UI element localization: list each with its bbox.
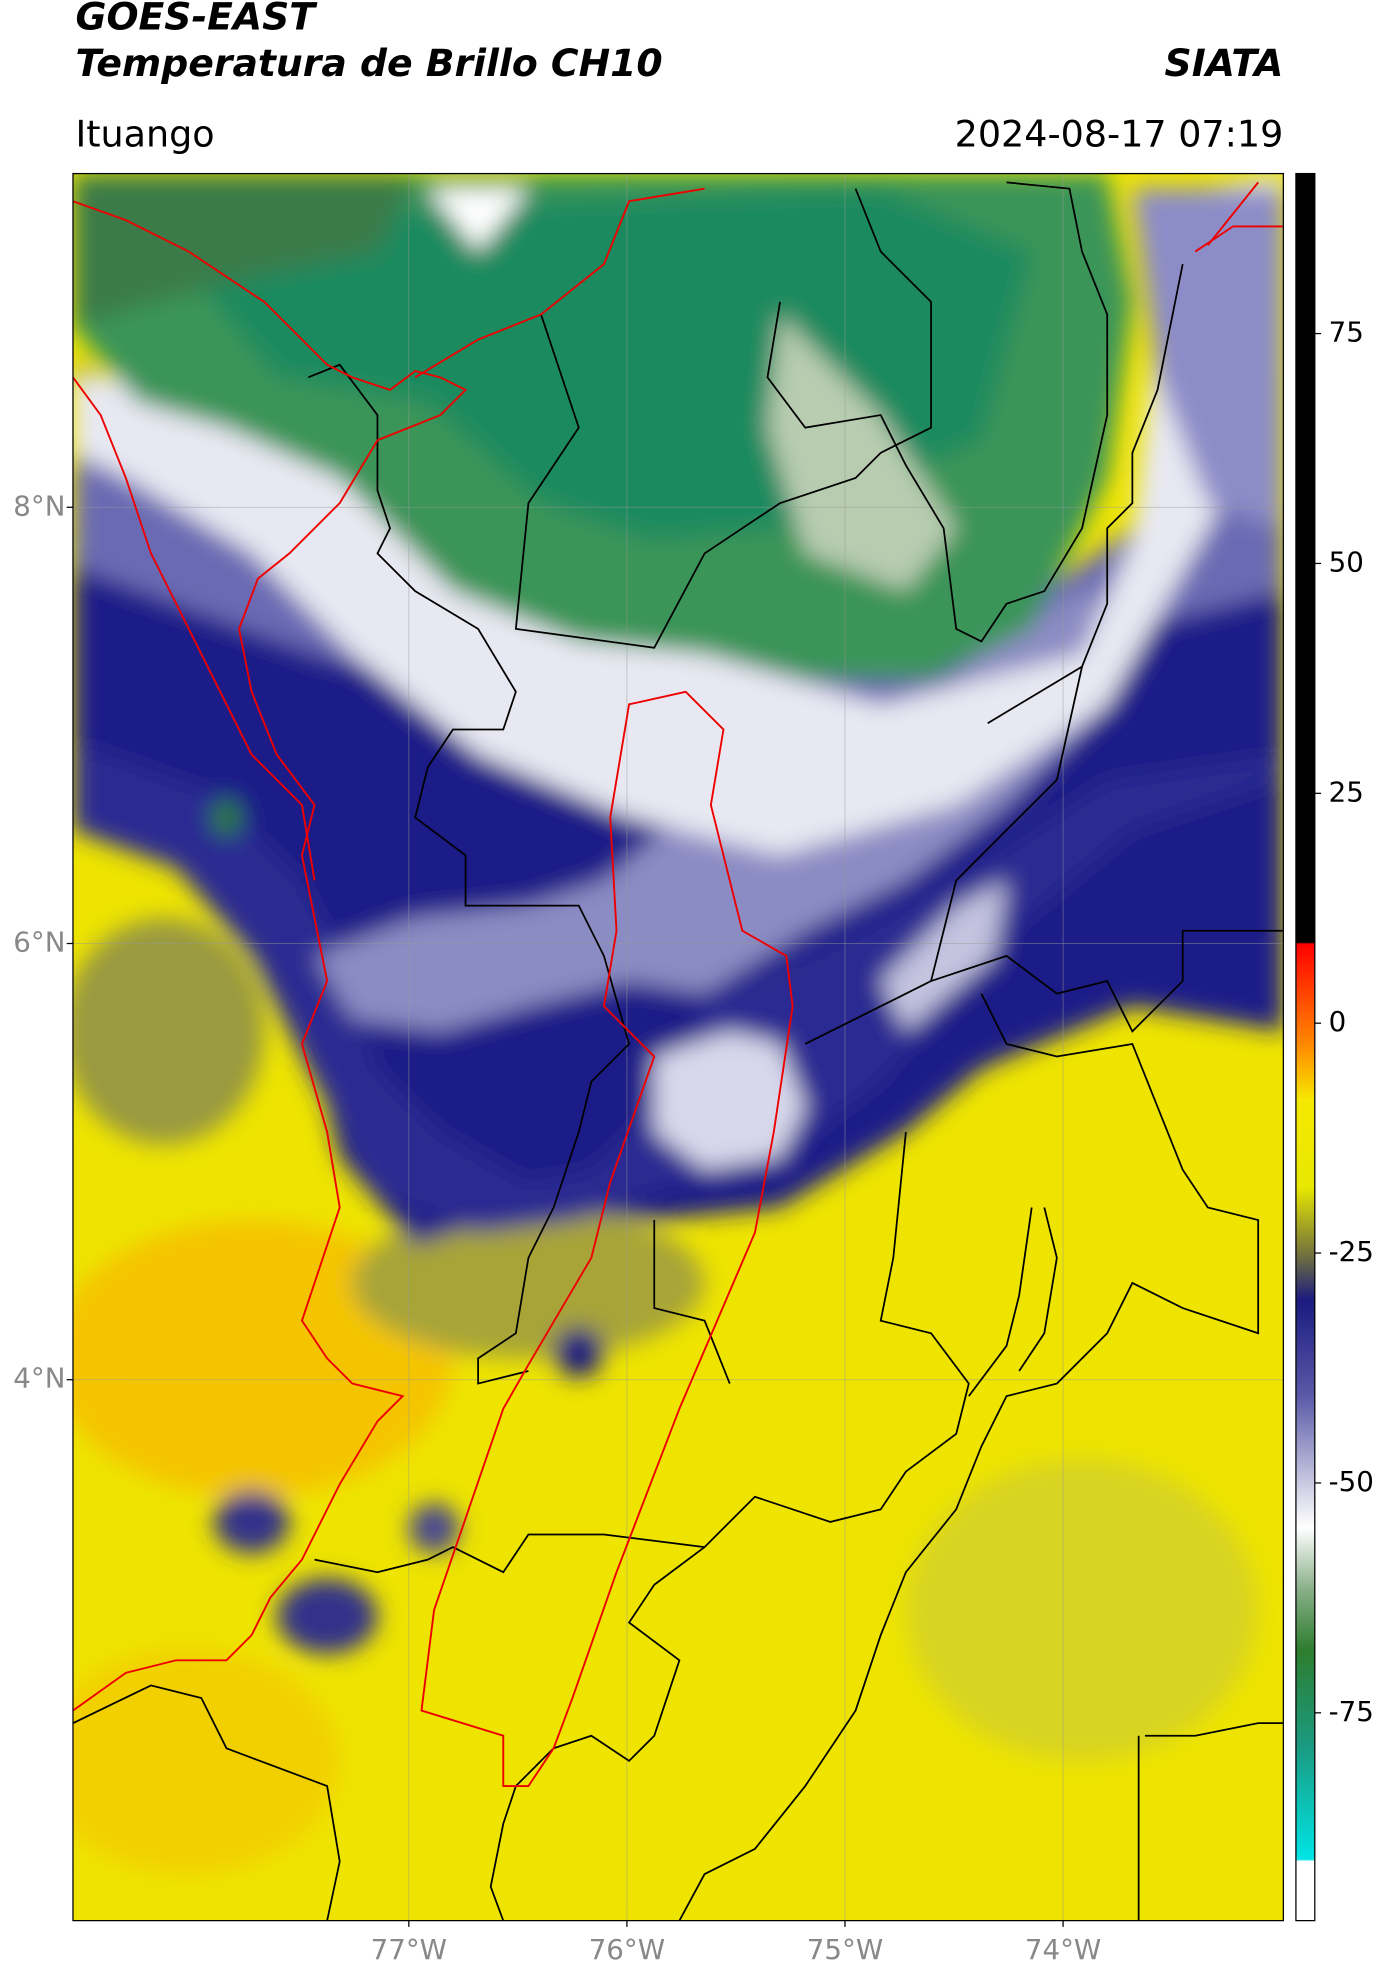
lat-tick-label: 8°N [13, 489, 65, 522]
title: GOES-EAST [75, 0, 318, 38]
subtitle: Temperatura de Brillo CH10 [75, 41, 662, 85]
lon-tick-label: 76°W [589, 1933, 665, 1966]
satellite-image [72, 173, 1284, 1921]
colorbar-tick-label: 0 [1329, 1005, 1347, 1038]
lon-tick-label: 75°W [807, 1933, 883, 1966]
colorbar-tick-label: -75 [1329, 1695, 1374, 1728]
colorbar-tick-label: 75 [1329, 316, 1364, 349]
lat-tick-label: 6°N [13, 926, 65, 959]
colorbar-tick-label: 25 [1329, 775, 1364, 808]
colorbar-tick-label: -50 [1329, 1465, 1374, 1498]
colorbar-tick-label: 50 [1329, 545, 1364, 578]
colorbar-tick-label: -25 [1329, 1235, 1374, 1268]
antioquia-outline [72, 181, 1284, 1787]
location: Ituango [75, 112, 214, 155]
lat-tick-label: 4°N [13, 1362, 65, 1395]
map-frame [72, 172, 1284, 1922]
datetime: 2024-08-17 07:19 [955, 112, 1284, 155]
source: SIATA [1165, 41, 1284, 85]
lon-tick-label: 77°W [371, 1933, 447, 1966]
colorbar [1295, 172, 1316, 1922]
borders [72, 181, 1284, 1921]
lon-tick-label: 74°W [1025, 1933, 1101, 1966]
